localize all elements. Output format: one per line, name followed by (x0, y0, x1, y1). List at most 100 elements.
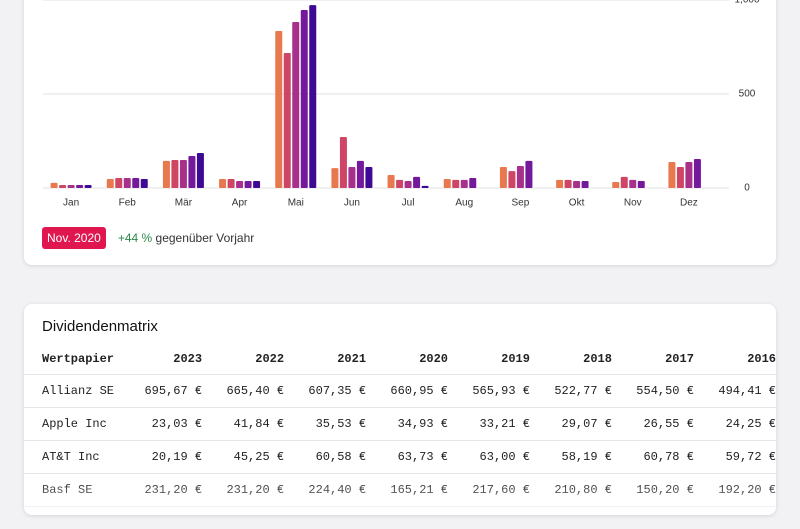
bar (620, 176, 628, 188)
bar (365, 166, 373, 188)
dividend-cell: 26,55 € (643, 417, 694, 431)
dividend-cell: 231,20 € (226, 483, 285, 497)
dividend-cell: 210,80 € (554, 483, 612, 497)
x-tick-label: Dez (680, 198, 698, 209)
dividend-cell: 554,50 € (636, 384, 694, 398)
bar (59, 184, 67, 188)
bar (292, 21, 300, 188)
bar (300, 9, 308, 188)
bar (573, 181, 581, 188)
bar (67, 184, 75, 188)
bar (348, 166, 356, 188)
chart-card: 0 500 1,000 Jan Feb Mär Apr Mai Jun Jul Aug Sep Okt N… (24, 0, 776, 265)
dividend-cell: 60,58 € (315, 450, 367, 464)
bar (460, 179, 468, 188)
dividend-cell: 24,25 € (725, 417, 776, 431)
bar (309, 5, 317, 188)
dividend-cell: 60,78 € (643, 450, 694, 464)
column-header: 2016 (747, 352, 776, 366)
dividend-cell: 150,20 € (636, 483, 694, 497)
bar (275, 31, 283, 188)
dividend-cell: 34,93 € (397, 417, 448, 431)
dividend-cell: 522,77 € (554, 384, 612, 398)
bar (693, 159, 701, 188)
bar (171, 159, 179, 188)
bar (162, 160, 170, 188)
dividend-cell: 665,40 € (226, 384, 285, 398)
bar (564, 179, 572, 188)
table-row: Apple Inc 23,03 € 41,84 € 35,53 € 34,93 € 33,… (24, 408, 776, 441)
period-badge[interactable]: Nov. 2020 (42, 227, 106, 249)
dividend-cell: 217,60 € (472, 483, 530, 497)
change-text: gegenüber Vorjahr (155, 231, 255, 245)
bar (413, 176, 421, 188)
security-name: AT&T Inc (42, 450, 100, 464)
bar (339, 137, 347, 188)
bar (676, 166, 684, 188)
dividend-cell: 63,00 € (479, 450, 530, 464)
x-tick-label: Sep (512, 198, 530, 209)
bar (508, 171, 516, 188)
bar (525, 160, 533, 188)
bar (421, 185, 429, 188)
bar (443, 178, 451, 188)
dividend-cell: 695,67 € (144, 384, 203, 398)
dividend-cell: 224,40 € (308, 483, 367, 497)
table-row: Allianz SE 695,67 € 665,40 € 607,35 € 660,95… (24, 375, 776, 408)
table-row: AT&T Inc 20,19 € 45,25 € 60,58 € 63,73 € 63,0… (24, 441, 776, 474)
bar (196, 153, 204, 188)
column-header: 2018 (583, 352, 612, 366)
column-header: Wertpapier (42, 352, 115, 366)
column-header: 2023 (173, 352, 203, 366)
y-tick-label: 500 (739, 89, 756, 100)
dividend-cell: 41,84 € (233, 417, 285, 431)
y-tick-label: 0 (744, 183, 750, 194)
bar (132, 178, 140, 188)
column-header: 2019 (501, 352, 530, 366)
dividend-cell: 192,20 € (718, 483, 776, 497)
x-tick-label: Mär (175, 198, 193, 209)
bar (637, 181, 645, 188)
x-tick-label: Nov (624, 198, 642, 209)
bar (668, 162, 676, 188)
bar (469, 178, 477, 188)
header-row: Wertpapier 2023 2022 2021 2020 2019 2018 2017 20… (24, 344, 776, 375)
column-header: 2020 (419, 352, 448, 366)
bar (331, 168, 339, 188)
dividend-cell: 20,19 € (151, 450, 203, 464)
dividend-cell: 33,21 € (479, 417, 530, 431)
security-name: Apple Inc (42, 417, 107, 431)
bar (76, 184, 84, 188)
bar (50, 182, 58, 188)
security-name: Basf SE (42, 483, 93, 497)
bar (179, 159, 187, 188)
column-header: 2021 (337, 352, 367, 366)
bar (188, 156, 196, 188)
bar (387, 175, 395, 188)
security-name: Allianz SE (42, 384, 115, 398)
bar (581, 181, 589, 188)
column-header: 2017 (665, 352, 694, 366)
x-tick-label: Mai (288, 198, 304, 209)
x-tick-label: Apr (232, 198, 248, 209)
bar (283, 53, 291, 189)
dividend-cell: 63,73 € (397, 450, 448, 464)
bar (404, 181, 412, 188)
bar (516, 166, 524, 188)
summary: Nov. 2020 +44 % gegenüber Vorjahr (42, 227, 254, 249)
dividend-cell: 58,19 € (561, 450, 612, 464)
change: +44 % (117, 231, 153, 245)
bar (244, 181, 252, 188)
dividend-cell: 59,72 € (725, 450, 776, 464)
dividend-cell: 607,35 € (308, 384, 367, 398)
bar (227, 178, 235, 188)
dividend-cell: 45,25 € (233, 450, 285, 464)
dividend-cell: 494,41 € (718, 384, 776, 398)
bar (396, 179, 404, 188)
dividend-cell: 29,07 € (561, 417, 612, 431)
x-tick-label: Okt (569, 198, 585, 209)
y-tick-label: 1,000 (734, 0, 759, 6)
bar (452, 179, 460, 188)
table-title: Dividendenmatrix (42, 318, 158, 335)
